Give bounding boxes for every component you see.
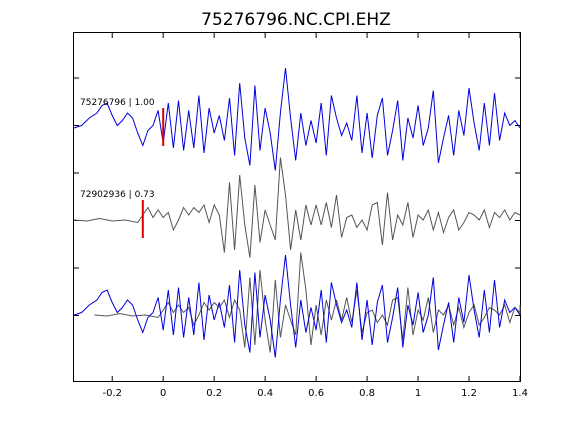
overlay-trace-secondary bbox=[94, 252, 521, 353]
x-tick-label: 0.8 bbox=[359, 388, 375, 399]
trace-label: 75276796 | 1.00 bbox=[80, 98, 155, 108]
trace-line-2 bbox=[73, 157, 521, 258]
x-tick-label: 0 bbox=[160, 388, 166, 399]
overlay-trace-primary bbox=[73, 254, 521, 358]
plot-frame bbox=[73, 32, 521, 382]
x-tick-label: 0.2 bbox=[206, 388, 222, 399]
x-tick-label: 1.4 bbox=[512, 388, 528, 399]
x-tick-label: 0.4 bbox=[257, 388, 273, 399]
x-tick-label: -0.2 bbox=[102, 388, 122, 399]
chart-title: 75276796.NC.CPI.EHZ bbox=[201, 10, 391, 30]
x-tick-label: 0.6 bbox=[308, 388, 324, 399]
x-tick-label: 1 bbox=[415, 388, 421, 399]
x-tick-label: 1.2 bbox=[461, 388, 477, 399]
trace-line-1 bbox=[73, 67, 521, 171]
x-tick-labels: -0.2 0 0.2 0.4 0.6 0.8 1 1.2 1.4 bbox=[102, 388, 527, 399]
trace-group: 75276796 | 1.00 72902936 | 0.73 bbox=[73, 67, 521, 358]
trace-label: 72902936 | 0.73 bbox=[80, 190, 155, 200]
